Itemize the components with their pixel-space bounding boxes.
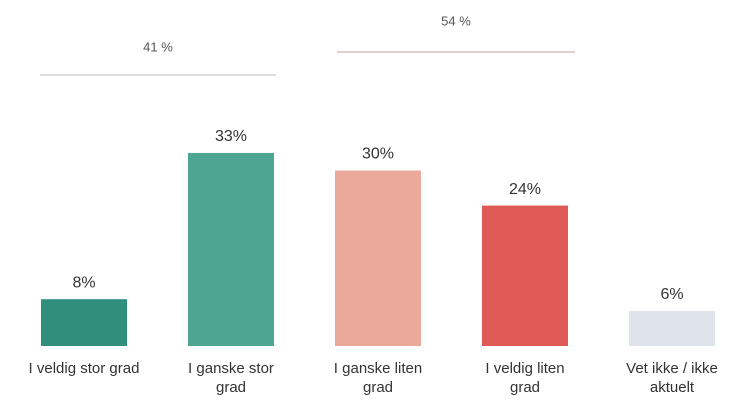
category-label: I veldig liten grad [485, 360, 564, 396]
value-label: 6% [660, 286, 683, 303]
group-label: 54 % [441, 13, 471, 28]
value-label: 24% [509, 181, 541, 198]
category-label: I veldig stor grad [29, 360, 140, 377]
bar [188, 152, 274, 346]
bar [41, 299, 127, 346]
bar [629, 310, 715, 346]
value-label: 8% [72, 274, 95, 291]
value-label: 33% [215, 128, 247, 145]
group-label: 41 % [143, 39, 173, 54]
category-label: Vet ikke / ikke aktuelt [626, 360, 718, 396]
value-label: 30% [362, 146, 394, 163]
category-label: I ganske liten grad [334, 360, 422, 396]
bar [335, 170, 421, 346]
bar [482, 205, 568, 346]
category-label: I ganske stor grad [188, 360, 274, 396]
